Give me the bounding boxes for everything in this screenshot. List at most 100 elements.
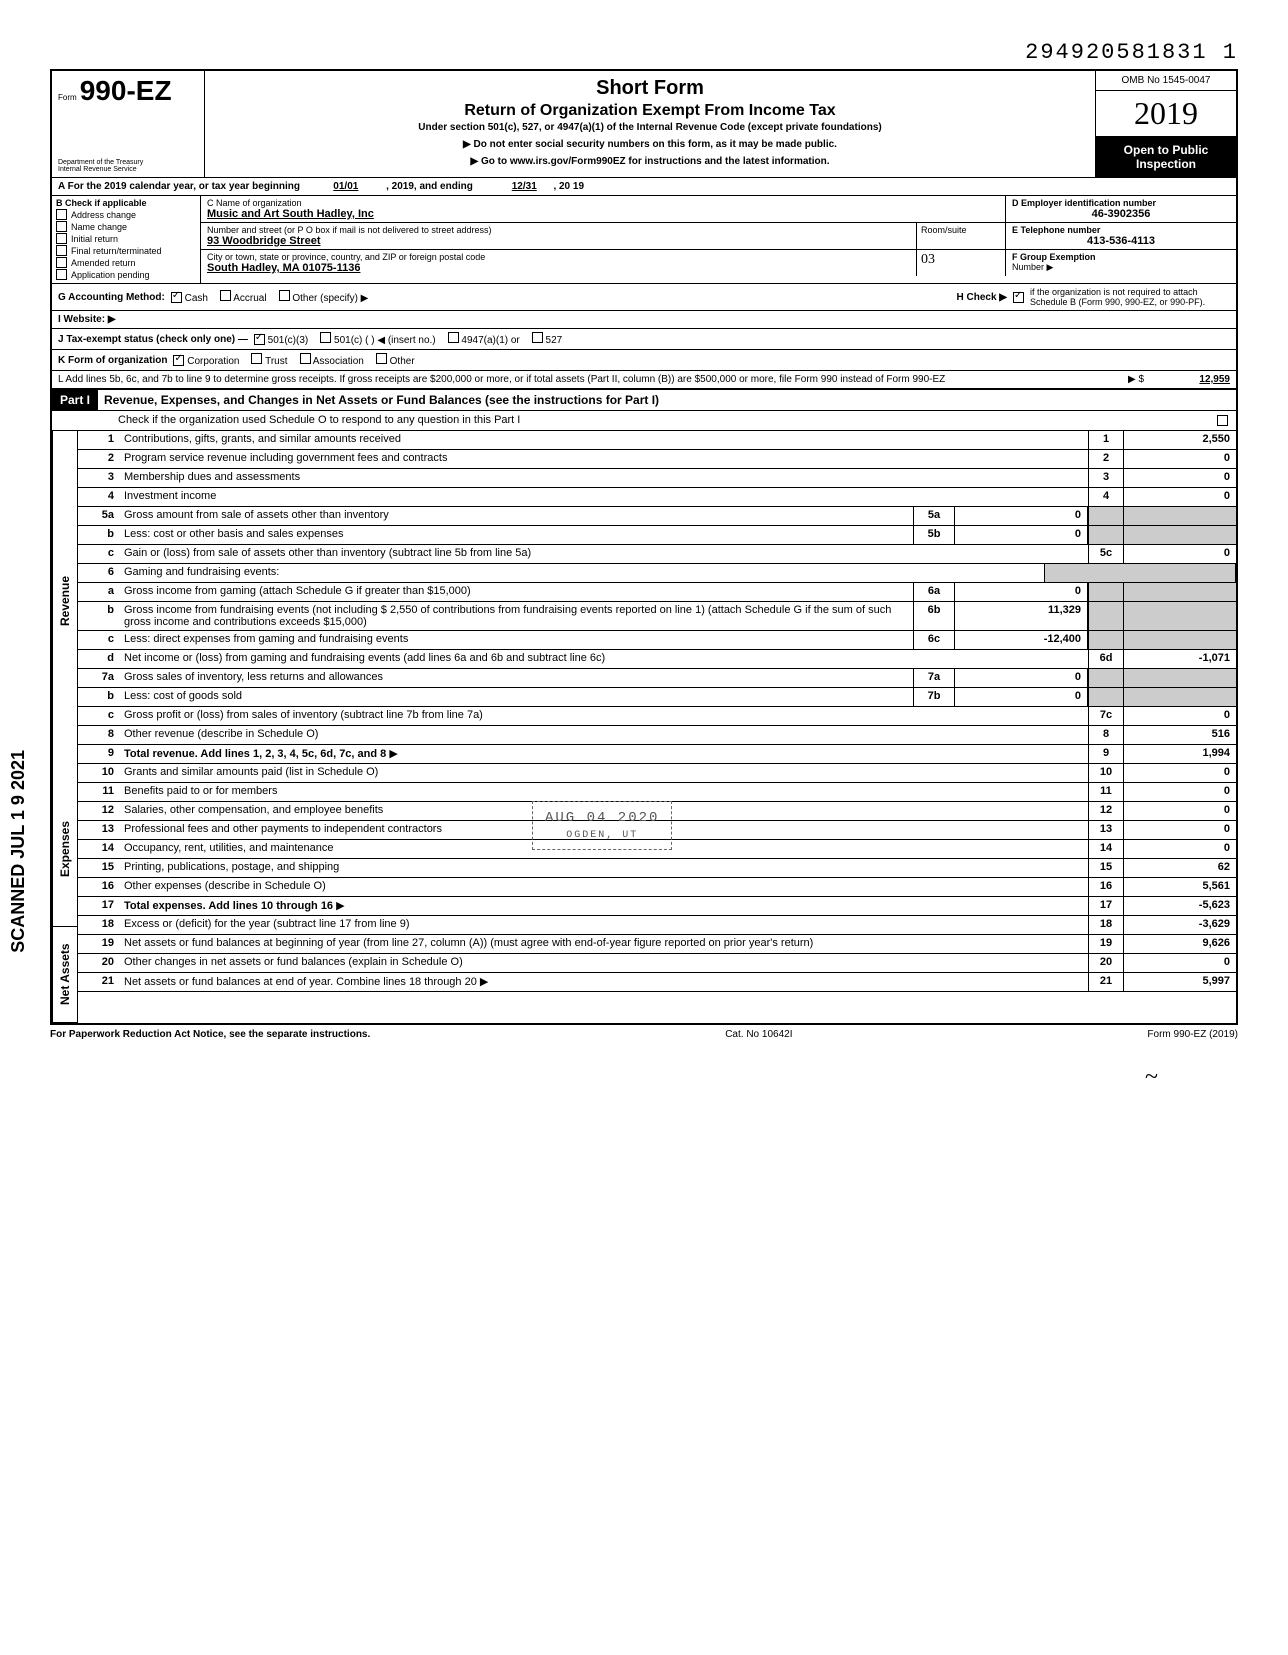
line-row: 7aGross sales of inventory, less returns… [78, 669, 1236, 688]
checkbox-icon[interactable] [300, 353, 311, 364]
line-row: bGross income from fundraising events (n… [78, 602, 1236, 631]
checkbox-icon[interactable] [56, 221, 67, 232]
b-check-item: Name change [56, 221, 196, 232]
row-l: L Add lines 5b, 6c, and 7b to line 9 to … [50, 371, 1238, 390]
footer-left: For Paperwork Reduction Act Notice, see … [50, 1029, 370, 1040]
part-i-title: Revenue, Expenses, and Changes in Net As… [98, 390, 1236, 410]
street-label: Number and street (or P O box if mail is… [207, 225, 910, 235]
title-return: Return of Organization Exempt From Incom… [211, 102, 1089, 120]
line-row: cGain or (loss) from sale of assets othe… [78, 545, 1236, 564]
street-value: 93 Woodbridge Street [207, 235, 910, 247]
form-number: 990-EZ [80, 75, 172, 106]
omb-number: OMB No 1545-0047 [1096, 71, 1236, 91]
b-check-item: Final return/terminated [56, 245, 196, 256]
section-b: B Check if applicable Address changeName… [52, 196, 201, 283]
city-label: City or town, state or province, country… [207, 252, 910, 262]
line-row: 9Total revenue. Add lines 1, 2, 3, 4, 5c… [78, 745, 1236, 764]
row-g-h: G Accounting Method: Cash Accrual Other … [50, 283, 1238, 311]
irs-label: Internal Revenue Service [58, 166, 198, 173]
part-i-header: Part I Revenue, Expenses, and Changes in… [50, 390, 1238, 411]
checkbox-icon[interactable] [56, 209, 67, 220]
footer-right: Form 990-EZ (2019) [1147, 1029, 1238, 1040]
form-prefix: Form [58, 93, 77, 102]
checkbox-icon[interactable] [220, 290, 231, 301]
group-exempt-label: F Group Exemption [1012, 252, 1096, 262]
checkbox-icon[interactable] [532, 332, 543, 343]
lines-table: Revenue Expenses Net Assets 1Contributio… [50, 431, 1238, 1025]
line-row: 2Program service revenue including gover… [78, 450, 1236, 469]
ein-label: D Employer identification number [1012, 198, 1230, 208]
form-header: Form 990-EZ Department of the Treasury I… [50, 69, 1238, 177]
row-k: K Form of organization Corporation Trust… [50, 350, 1238, 371]
checkbox-icon[interactable] [173, 355, 184, 366]
line-row: cGross profit or (loss) from sales of in… [78, 707, 1236, 726]
line-row: 21Net assets or fund balances at end of … [78, 973, 1236, 992]
room-label: Room/suite [916, 223, 1005, 249]
note-ssn: ▶ Do not enter social security numbers o… [211, 139, 1089, 150]
name-label: C Name of organization [207, 198, 999, 208]
netassets-label: Net Assets [52, 927, 77, 1023]
line-row: cLess: direct expenses from gaming and f… [78, 631, 1236, 650]
b-check-item: Initial return [56, 233, 196, 244]
signature: ~ [50, 1064, 1238, 1091]
subtitle: Under section 501(c), 527, or 4947(a)(1)… [211, 122, 1089, 133]
top-serial-number: 294920581831 1 [50, 40, 1238, 65]
city-value: South Hadley, MA 01075-1136 [207, 262, 910, 274]
open-inspection: Open to Public Inspection [1096, 137, 1236, 177]
line-row: 11Benefits paid to or for members110 [78, 783, 1236, 802]
row-i: I Website: ▶ [50, 311, 1238, 329]
line-row: bLess: cost of goods sold7b0 [78, 688, 1236, 707]
part-i-check: Check if the organization used Schedule … [50, 411, 1238, 431]
revenue-label: Revenue [52, 431, 77, 771]
title-short-form: Short Form [211, 77, 1089, 100]
row-a-tax-year: A For the 2019 calendar year, or tax yea… [50, 177, 1238, 196]
b-check-item: Application pending [56, 269, 196, 280]
checkbox-icon[interactable] [56, 269, 67, 280]
ein-value: 46-3902356 [1012, 208, 1230, 220]
dept-label: Department of the Treasury [58, 159, 198, 166]
row-j: J Tax-exempt status (check only one) — 5… [50, 329, 1238, 350]
scanned-stamp: SCANNED JUL 1 9 2021 [8, 750, 29, 953]
phone-label: E Telephone number [1012, 225, 1230, 235]
info-block: B Check if applicable Address changeName… [50, 196, 1238, 283]
checkbox-icon[interactable] [279, 290, 290, 301]
schedule-o-checkbox[interactable] [1217, 415, 1228, 426]
line-row: 17Total expenses. Add lines 10 through 1… [78, 897, 1236, 916]
note-url: ▶ Go to www.irs.gov/Form990EZ for instru… [211, 156, 1089, 167]
checkbox-icon[interactable] [171, 292, 182, 303]
line-row: 4Investment income40 [78, 488, 1236, 507]
checkbox-icon[interactable] [320, 332, 331, 343]
footer-mid: Cat. No 10642I [725, 1029, 792, 1040]
line-row: 8Other revenue (describe in Schedule O)8… [78, 726, 1236, 745]
hand-03: 03 [916, 250, 1005, 276]
footer: For Paperwork Reduction Act Notice, see … [50, 1025, 1238, 1044]
checkbox-icon[interactable] [254, 334, 265, 345]
line-row: bLess: cost or other basis and sales exp… [78, 526, 1236, 545]
checkbox-icon[interactable] [251, 353, 262, 364]
line-row: 18Excess or (deficit) for the year (subt… [78, 916, 1236, 935]
b-check-item: Address change [56, 209, 196, 220]
line-row: aGross income from gaming (attach Schedu… [78, 583, 1236, 602]
line-row: 15Printing, publications, postage, and s… [78, 859, 1236, 878]
org-name: Music and Art South Hadley, Inc [207, 208, 999, 220]
received-stamp: AUG 04 2020 OGDEN, UT [532, 801, 672, 850]
line-row: 10Grants and similar amounts paid (list … [78, 764, 1236, 783]
checkbox-icon[interactable] [448, 332, 459, 343]
h-checkbox[interactable] [1013, 292, 1024, 303]
checkbox-icon[interactable] [56, 233, 67, 244]
checkbox-icon[interactable] [56, 245, 67, 256]
part-i-label: Part I [52, 390, 98, 410]
line-row: 1Contributions, gifts, grants, and simil… [78, 431, 1236, 450]
checkbox-icon[interactable] [376, 353, 387, 364]
line-row: 6Gaming and fundraising events: [78, 564, 1236, 583]
line-row: 20Other changes in net assets or fund ba… [78, 954, 1236, 973]
checkbox-icon[interactable] [56, 257, 67, 268]
line-row: 19Net assets or fund balances at beginni… [78, 935, 1236, 954]
phone-value: 413-536-4113 [1012, 235, 1230, 247]
line-row: 5aGross amount from sale of assets other… [78, 507, 1236, 526]
group-exempt-number: Number ▶ [1012, 262, 1053, 272]
line-row: 16Other expenses (describe in Schedule O… [78, 878, 1236, 897]
b-check-item: Amended return [56, 257, 196, 268]
line-row: dNet income or (loss) from gaming and fu… [78, 650, 1236, 669]
tax-year: 2019 [1096, 91, 1236, 137]
